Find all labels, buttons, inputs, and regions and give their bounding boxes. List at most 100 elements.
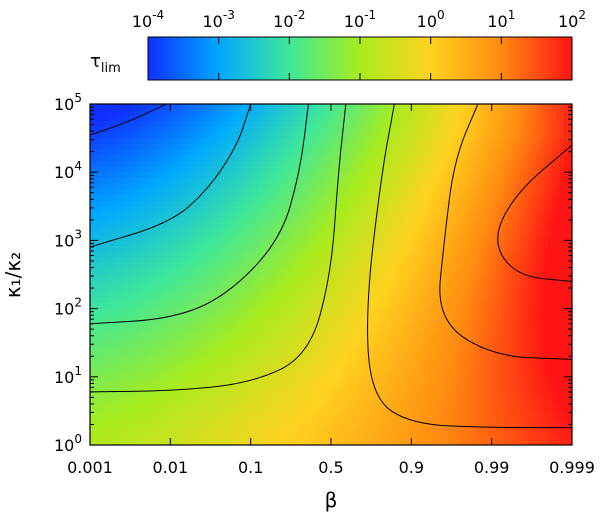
heatmap-cell	[170, 285, 175, 293]
heatmap-cell	[258, 240, 264, 247]
heatmap-cell	[555, 211, 561, 219]
heatmap-cell	[551, 229, 557, 236]
heatmap-cell	[146, 143, 151, 151]
heatmap-cell	[322, 194, 328, 202]
heatmap-cell	[535, 291, 541, 298]
heatmap-cell	[387, 115, 392, 122]
heatmap-cell	[407, 177, 412, 185]
heatmap-cell	[146, 229, 151, 236]
heatmap-cell	[495, 200, 501, 207]
heatmap-cell	[531, 291, 537, 298]
heatmap-cell	[551, 206, 557, 213]
heatmap-cell	[270, 314, 276, 321]
heatmap-cell	[543, 172, 549, 179]
heatmap-cell	[110, 194, 115, 202]
heatmap-cell	[347, 115, 352, 122]
heatmap-cell	[479, 240, 485, 247]
heatmap-cell	[278, 297, 284, 304]
heatmap-cell	[335, 109, 340, 116]
heatmap-cell	[371, 251, 376, 259]
heatmap-cell	[202, 246, 208, 253]
heatmap-cell	[543, 200, 549, 207]
heatmap-cell	[190, 223, 196, 230]
heatmap-cell	[539, 104, 545, 111]
heatmap-cell	[310, 160, 316, 168]
heatmap-cell	[375, 274, 380, 281]
heatmap-cell	[110, 229, 115, 236]
heatmap-cell	[455, 280, 461, 287]
heatmap-cell	[431, 126, 437, 134]
heatmap-cell	[222, 314, 228, 321]
heatmap-cell	[515, 121, 521, 128]
heatmap-cell	[166, 115, 171, 122]
heatmap-cell	[242, 302, 248, 310]
heatmap-cell	[114, 297, 119, 304]
heatmap-cell	[102, 268, 107, 276]
heatmap-cell	[467, 211, 473, 219]
heatmap-cell	[190, 109, 196, 116]
heatmap-cell	[563, 155, 569, 162]
heatmap-cell	[326, 189, 332, 196]
heatmap-cell	[166, 268, 171, 276]
heatmap-cell	[306, 308, 312, 315]
heatmap-cell	[94, 257, 99, 264]
heatmap-cell	[326, 160, 332, 168]
heatmap-cell	[262, 115, 268, 122]
heatmap-cell	[162, 160, 167, 168]
heatmap-cell	[479, 302, 485, 310]
heatmap-cell	[463, 206, 469, 213]
heatmap-cell	[331, 302, 336, 310]
heatmap-cell	[415, 143, 420, 151]
heatmap-cell	[507, 160, 513, 168]
heatmap-cell	[118, 291, 123, 298]
heatmap-cell	[154, 291, 159, 298]
heatmap-cell	[431, 109, 437, 116]
heatmap-cell	[230, 177, 236, 185]
heatmap-cell	[138, 143, 143, 151]
heatmap-cell	[407, 257, 412, 264]
heatmap-cell	[310, 211, 316, 219]
heatmap-cell	[246, 297, 252, 304]
heatmap-cell	[487, 325, 493, 332]
heatmap-cell	[399, 200, 404, 207]
heatmap-cell	[134, 257, 139, 264]
heatmap-cell	[326, 257, 332, 264]
heatmap-cell	[126, 240, 131, 247]
heatmap-cell	[415, 331, 420, 338]
heatmap-cell	[415, 121, 420, 128]
heatmap-cell	[415, 160, 420, 168]
heatmap-cell	[306, 274, 312, 281]
heatmap-cell	[138, 263, 143, 270]
heatmap-cell	[415, 172, 420, 179]
heatmap-cell	[98, 223, 103, 230]
heatmap-cell	[471, 160, 477, 168]
heatmap-cell	[519, 132, 525, 139]
heatmap-cell	[463, 149, 469, 156]
heatmap-cell	[419, 206, 424, 213]
heatmap-cell	[403, 155, 408, 162]
heatmap-cell	[359, 149, 364, 156]
heatmap-cell	[483, 104, 489, 111]
heatmap-cell	[250, 217, 256, 224]
heatmap-cell	[351, 138, 356, 145]
heatmap-cell	[262, 246, 268, 253]
heatmap-cell	[94, 132, 99, 139]
heatmap-cell	[102, 177, 107, 185]
heatmap-cell	[206, 121, 212, 128]
heatmap-cell	[331, 257, 336, 264]
heatmap-cell	[310, 223, 316, 230]
heatmap-cell	[463, 200, 469, 207]
heatmap-cell	[487, 149, 493, 156]
heatmap-cell	[407, 109, 412, 116]
heatmap-cell	[210, 132, 216, 139]
heatmap-cell	[138, 217, 143, 224]
heatmap-cell	[114, 229, 119, 236]
heatmap-cell	[431, 263, 437, 270]
heatmap-cell	[258, 104, 264, 111]
heatmap-cell	[326, 319, 332, 327]
heatmap-cell	[246, 149, 252, 156]
heatmap-cell	[218, 257, 224, 264]
heatmap-cell	[475, 177, 481, 185]
heatmap-cell	[451, 104, 457, 111]
heatmap-cell	[194, 268, 200, 276]
